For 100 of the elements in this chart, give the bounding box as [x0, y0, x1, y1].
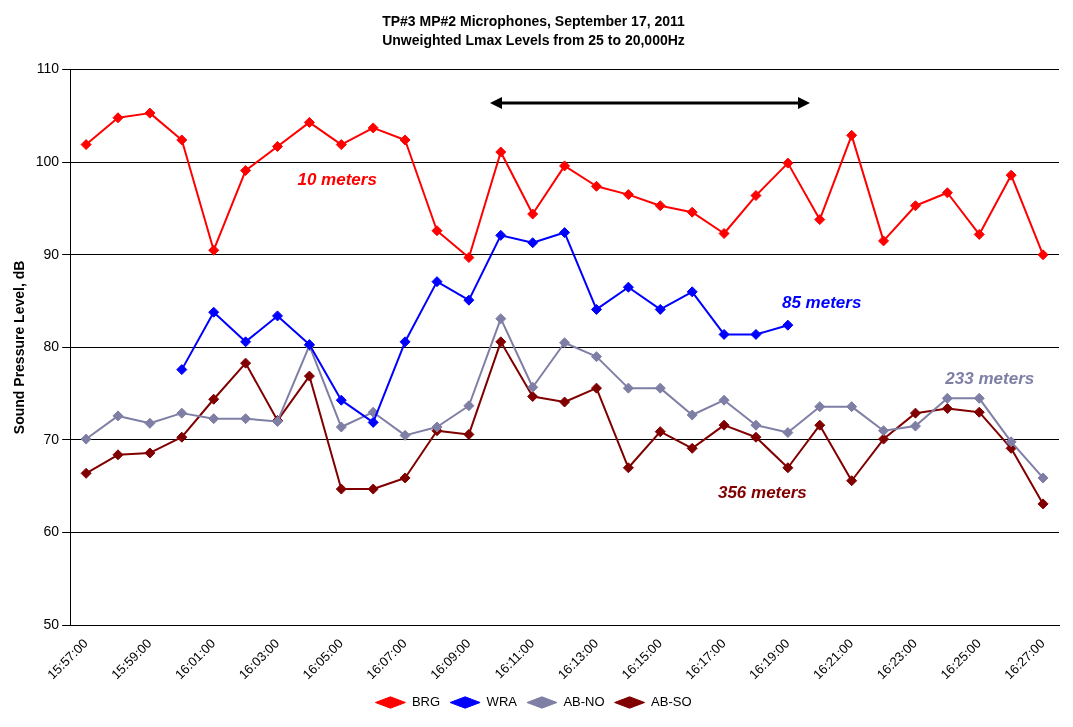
point — [1037, 472, 1049, 484]
point — [112, 449, 124, 461]
point — [176, 134, 188, 146]
y-tick-label: 80 — [43, 338, 60, 355]
y-tick-label: 60 — [43, 523, 60, 540]
chart-title: TP#3 MP#2 Microphones, September 17, 2011 — [382, 13, 686, 30]
point — [782, 319, 794, 331]
point — [240, 336, 252, 348]
point — [399, 472, 411, 484]
point — [112, 112, 124, 124]
point — [495, 313, 507, 325]
point — [240, 165, 252, 177]
y-tick-label: 110 — [36, 60, 60, 77]
point — [1005, 169, 1017, 181]
annotation: 85 meters — [781, 292, 862, 312]
point — [272, 310, 283, 322]
point — [367, 416, 379, 428]
point — [941, 187, 953, 199]
point — [495, 146, 507, 158]
point — [495, 336, 507, 348]
point — [814, 401, 826, 413]
point — [750, 419, 762, 431]
point — [527, 381, 539, 393]
point — [144, 417, 156, 429]
point — [527, 390, 539, 402]
point — [878, 433, 890, 445]
point — [399, 429, 411, 441]
point — [431, 421, 443, 433]
chart-subtitle: Unweighted Lmax Levels from 25 to 20,000Hz — [382, 32, 685, 49]
point — [463, 400, 475, 412]
point — [463, 252, 475, 264]
point — [814, 419, 826, 431]
point — [686, 442, 698, 454]
point — [718, 228, 730, 239]
point — [846, 401, 858, 413]
point — [463, 294, 475, 306]
point — [399, 336, 411, 348]
point — [527, 208, 539, 220]
point — [559, 396, 571, 408]
point — [590, 382, 602, 394]
point — [654, 382, 666, 394]
legend-label: BRG — [411, 694, 441, 710]
annotation: 233 meters — [944, 368, 1035, 388]
legend-label: AB-SO — [651, 694, 692, 710]
point — [878, 425, 890, 437]
y-tick-label: 50 — [43, 616, 60, 633]
point — [750, 431, 762, 443]
annotation: 10 meters — [297, 170, 377, 190]
point — [463, 428, 475, 440]
point — [590, 351, 602, 363]
point — [240, 413, 252, 425]
point — [973, 406, 985, 418]
point — [1037, 498, 1049, 510]
point — [654, 426, 666, 438]
point — [367, 122, 379, 134]
point — [973, 228, 985, 240]
point — [718, 394, 730, 406]
point — [527, 237, 539, 249]
legend-label: WRA — [486, 694, 518, 710]
point — [782, 462, 794, 474]
point — [240, 357, 252, 369]
point — [782, 157, 794, 169]
point — [208, 393, 220, 405]
y-tick-label: 100 — [35, 153, 60, 170]
point — [272, 140, 283, 152]
y-axis-title: Sound Pressure Level, dB — [11, 260, 28, 435]
point — [686, 409, 698, 421]
point — [846, 475, 858, 487]
point — [590, 303, 602, 315]
point — [80, 433, 92, 445]
point — [973, 392, 985, 404]
point — [208, 413, 220, 425]
y-tick-label: 70 — [43, 430, 60, 447]
point — [144, 447, 156, 459]
point — [303, 116, 315, 128]
point — [909, 200, 921, 212]
point — [941, 392, 953, 404]
point — [909, 420, 921, 432]
point — [431, 276, 443, 288]
point — [750, 328, 762, 340]
point — [654, 200, 666, 212]
point — [176, 364, 188, 376]
point — [750, 190, 762, 202]
point — [335, 394, 347, 406]
point — [814, 214, 826, 226]
point — [718, 328, 730, 340]
point — [1037, 249, 1049, 261]
point — [878, 235, 890, 247]
point — [559, 337, 571, 349]
y-tick-label: 90 — [43, 245, 60, 262]
point — [335, 139, 347, 151]
point — [399, 134, 411, 146]
point — [144, 107, 156, 119]
point — [431, 225, 443, 237]
point — [1005, 436, 1017, 448]
point — [80, 467, 92, 479]
point — [622, 281, 634, 293]
point — [176, 407, 188, 419]
point — [622, 462, 634, 474]
point — [495, 229, 507, 241]
